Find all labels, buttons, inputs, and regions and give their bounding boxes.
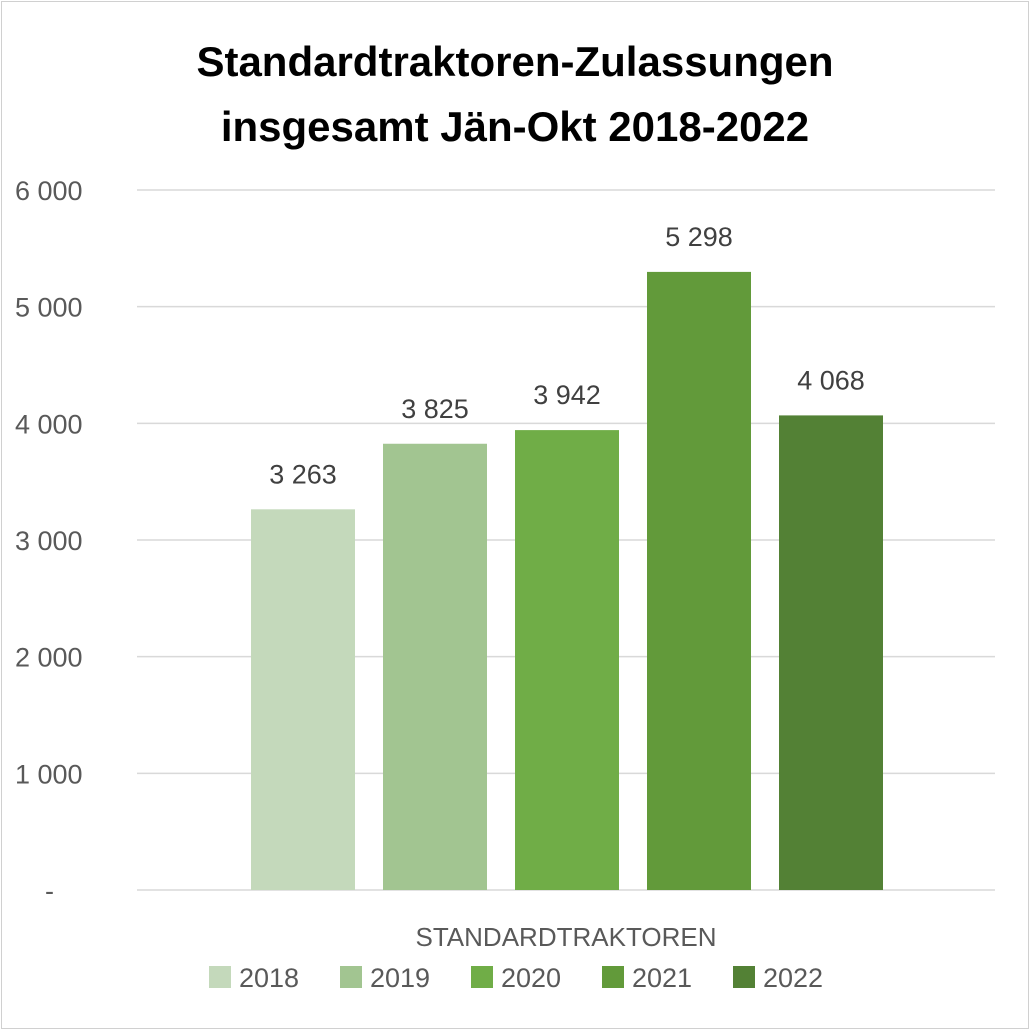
bar-2022 [779,415,883,890]
bar-2018 [251,509,355,890]
legend-label-2018: 2018 [239,963,299,993]
y-tick-label: 4 000 [15,409,83,439]
y-tick-label: 3 000 [15,526,83,556]
legend-label-2020: 2020 [501,963,561,993]
y-tick-label: 1 000 [15,759,83,789]
data-label-2019: 3 825 [401,394,469,424]
data-labels: 3 263 3 825 3 942 5 298 4 068 [269,222,865,489]
legend-swatch-2021 [602,966,624,988]
y-tick-label: 2 000 [15,643,83,673]
y-axis-ticks: - 1 000 2 000 3 000 4 000 5 000 6 000 [15,176,83,906]
legend-swatch-2019 [340,966,362,988]
y-tick-label: - [45,876,54,906]
chart-title-line-1: Standardtraktoren-Zulassungen [196,38,833,85]
legend-swatch-2020 [471,966,493,988]
bars [251,271,883,890]
chart-title: Standardtraktoren-Zulassungen insgesamt … [196,38,833,150]
legend-label-2021: 2021 [632,963,692,993]
bar-2020 [515,430,619,890]
legend-swatch-2018 [209,966,231,988]
chart-title-line-2: insgesamt Jän-Okt 2018-2022 [221,103,809,150]
data-label-2020: 3 942 [533,380,601,410]
bar-2021 [647,271,751,890]
legend-label-2019: 2019 [370,963,430,993]
legend-label-2022: 2022 [763,963,823,993]
bar-2019 [383,443,487,890]
y-tick-label: 5 000 [15,293,83,323]
y-tick-label: 6 000 [15,176,83,206]
legend: 2018 2019 2020 2021 2022 [209,963,823,993]
data-label-2022: 4 068 [797,365,865,395]
legend-swatch-2022 [733,966,755,988]
data-label-2018: 3 263 [269,459,337,489]
data-label-2021: 5 298 [665,222,733,252]
x-category-label: STANDARDTRAKTOREN [416,922,717,952]
